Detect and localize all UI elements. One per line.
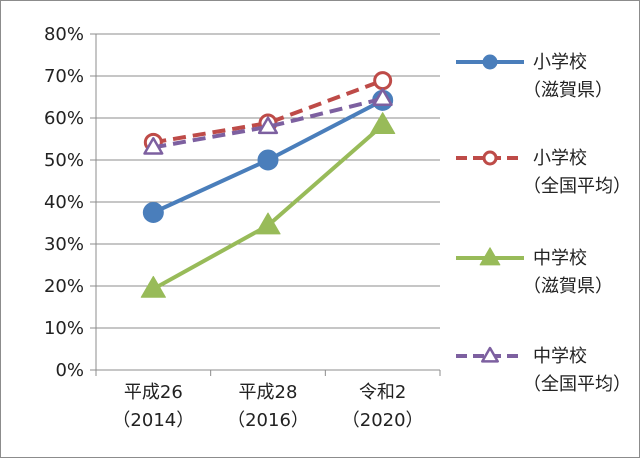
x-tick-label-2-line2: （2020） — [342, 410, 424, 431]
y-tick-label-60: 60% — [44, 108, 84, 129]
data-point-3-1 — [257, 116, 279, 135]
x-tick-label-0-line2: （2014） — [112, 410, 194, 431]
data-point-3-2 — [372, 88, 393, 107]
x-tick-label-1-line1: 平成28 — [239, 382, 298, 403]
legend-label-3-line1: 中学校 — [533, 346, 587, 367]
data-point-2-1 — [255, 212, 281, 235]
legend-marker-0 — [482, 54, 498, 70]
legend-label-3-line2: （全国平均） — [523, 374, 631, 395]
x-tick-label-2-line1: 令和2 — [359, 382, 406, 403]
legend-label-0-line1: 小学校 — [533, 52, 587, 73]
data-point-0-1 — [257, 149, 279, 171]
y-tick-label-0: 0% — [55, 360, 84, 381]
legend-marker-1 — [482, 150, 498, 166]
legend-label-0-line2: （滋賀県） — [523, 80, 613, 101]
x-tick-label-0-line1: 平成26 — [124, 382, 183, 403]
y-tick-label-10: 10% — [44, 318, 84, 339]
y-tick-label-30: 30% — [44, 234, 84, 255]
legend-label-2-line1: 中学校 — [533, 248, 587, 269]
y-tick-label-70: 70% — [44, 66, 84, 87]
data-point-2-2 — [370, 112, 396, 134]
data-point-3-0 — [143, 137, 164, 155]
y-tick-label-80: 80% — [44, 24, 84, 45]
y-tick-label-50: 50% — [44, 150, 84, 171]
data-point-2-0 — [140, 275, 166, 298]
legend-label-1-line2: （全国平均） — [523, 176, 631, 197]
y-tick-label-20: 20% — [44, 276, 84, 297]
data-point-0-0 — [142, 202, 164, 223]
legend-marker-2 — [479, 247, 501, 266]
y-tick-label-40: 40% — [44, 192, 84, 213]
x-tick-label-1-line2: （2016） — [227, 410, 309, 431]
data-point-1-2 — [373, 71, 393, 91]
legend-marker-3 — [481, 346, 499, 363]
legend-label-1-line1: 小学校 — [533, 148, 587, 169]
legend-label-2-line2: （滋賀県） — [523, 276, 613, 297]
